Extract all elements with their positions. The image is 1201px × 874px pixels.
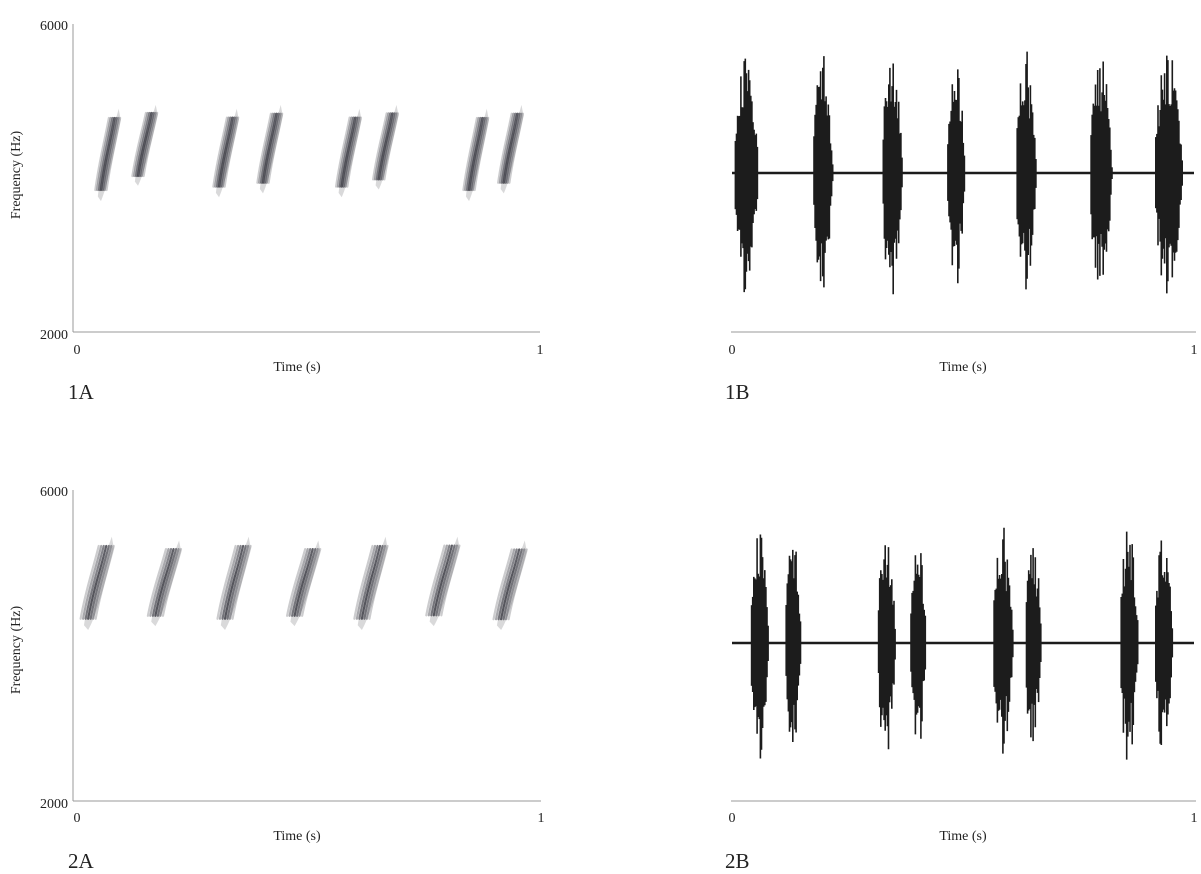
waveform-burst xyxy=(877,545,896,750)
x-axis-label-2b: Time (s) xyxy=(939,829,987,844)
waveform-burst xyxy=(910,553,927,739)
spectrogram-note xyxy=(131,104,159,186)
x-tick-left-2a: 0 xyxy=(74,811,81,826)
x-tick-right-2a: 1 xyxy=(538,811,545,826)
x-axis-label-1a: Time (s) xyxy=(273,360,321,375)
panel-label-2a: 2A xyxy=(68,849,95,873)
x-tick-left-2b: 0 xyxy=(729,811,736,826)
spectrogram-notes-2a xyxy=(79,536,528,630)
spectrogram-note xyxy=(146,540,183,627)
spectrogram-note xyxy=(462,108,490,202)
y-tick-top-1a: 6000 xyxy=(40,19,68,34)
waveform-burst xyxy=(1155,55,1183,294)
waveform-burst xyxy=(1155,540,1174,745)
y-axis-label-1a: Frequency (Hz) xyxy=(9,131,24,220)
spectrogram-note xyxy=(372,104,400,190)
waveform-burst xyxy=(993,527,1014,754)
waveform-burst xyxy=(1016,51,1037,290)
panel-2b: 0 1 Time (s) 2B xyxy=(725,527,1198,873)
spectrogram-note xyxy=(285,540,322,627)
waveform-burst xyxy=(1090,61,1113,280)
waveform-2b xyxy=(732,527,1194,760)
y-tick-top-2a: 6000 xyxy=(40,485,68,500)
panel-label-1b: 1B xyxy=(725,380,750,404)
spectrogram-note xyxy=(216,536,252,630)
waveform-burst xyxy=(1120,531,1139,760)
panel-2a: 6000 2000 Frequency (Hz) 0 1 Time (s) 2A xyxy=(9,485,545,873)
x-tick-left-1b: 0 xyxy=(729,343,736,358)
waveform-1b xyxy=(732,51,1194,295)
x-axis-label-1b: Time (s) xyxy=(939,360,987,375)
spectrogram-note xyxy=(492,540,528,630)
panel-label-2b: 2B xyxy=(725,849,750,873)
y-tick-bottom-1a: 2000 xyxy=(40,328,68,343)
waveform-burst xyxy=(785,549,802,742)
y-tick-bottom-2a: 2000 xyxy=(40,797,68,812)
spectrogram-note xyxy=(425,536,461,627)
waveform-burst xyxy=(750,534,769,759)
panel-label-1a: 1A xyxy=(68,380,95,404)
x-tick-right-1a: 1 xyxy=(537,343,544,358)
spectrogram-note xyxy=(497,104,525,194)
waveform-burst xyxy=(1025,548,1042,742)
x-axis-label-2a: Time (s) xyxy=(273,829,321,844)
spectrogram-note xyxy=(256,104,284,194)
spectrogram-note xyxy=(353,536,389,630)
spectrogram-note xyxy=(94,108,122,202)
panel-1b: 0 1 Time (s) 1B xyxy=(725,51,1198,404)
waveform-burst xyxy=(947,69,966,284)
y-axis-label-2a: Frequency (Hz) xyxy=(9,606,24,695)
x-tick-left-1a: 0 xyxy=(74,343,81,358)
spectrogram-note xyxy=(79,536,115,630)
spectrogram-notes-1a xyxy=(94,104,525,202)
waveform-burst xyxy=(734,58,759,293)
spectrogram-note xyxy=(334,108,362,198)
panel-1a: 6000 2000 Frequency (Hz) 0 1 Time (s) 1A xyxy=(9,19,544,404)
waveform-burst xyxy=(882,63,903,295)
x-tick-right-2b: 1 xyxy=(1191,811,1198,826)
spectrogram-note xyxy=(212,108,240,198)
x-tick-right-1b: 1 xyxy=(1191,343,1198,358)
waveform-burst xyxy=(813,56,834,288)
